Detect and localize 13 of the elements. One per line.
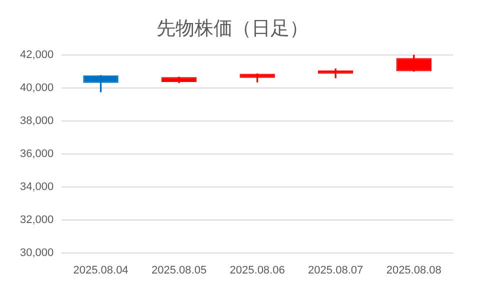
y-tick-label: 30,000 (20, 246, 54, 259)
chart-title: 先物株価（日足） (156, 17, 308, 40)
x-tick-label: 2025.08.08 (386, 264, 442, 276)
x-tick-label: 2025.08.05 (152, 264, 207, 276)
y-tick-label: 38,000 (20, 114, 54, 127)
x-tick-label: 2025.08.07 (308, 264, 364, 276)
y-tick-label: 32,000 (20, 214, 54, 226)
x-tick-label: 2025.08.04 (73, 264, 128, 276)
y-tick-label: 42,000 (20, 48, 54, 61)
y-tick-label: 36,000 (20, 148, 54, 160)
y-tick-label: 34,000 (20, 180, 54, 193)
x-tick-label: 2025.08.06 (230, 264, 285, 276)
y-tick-label: 40,000 (20, 82, 54, 94)
